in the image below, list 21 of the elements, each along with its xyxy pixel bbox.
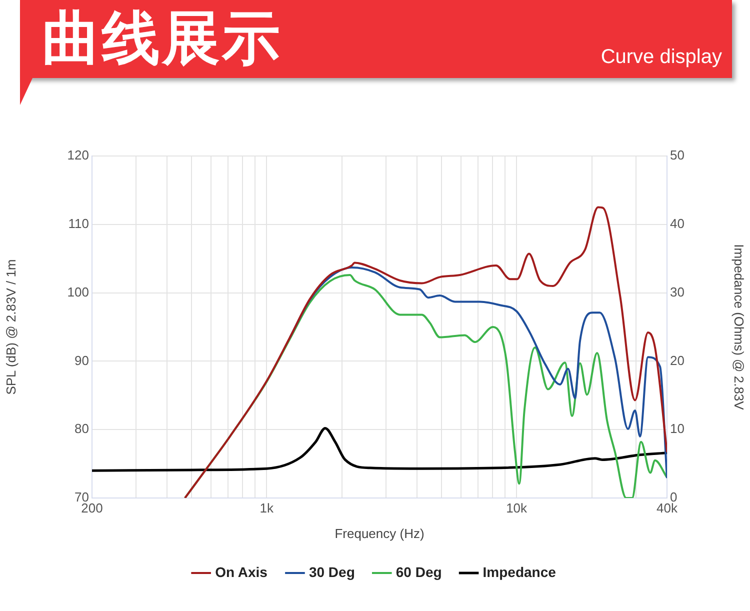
x-tick-label: 1k	[260, 500, 274, 516]
y2-tick-label: 50	[670, 148, 684, 163]
legend-label: On Axis	[215, 564, 268, 580]
y2-tick-label: 20	[670, 352, 684, 368]
legend-label: Impedance	[482, 564, 556, 580]
legend-label: 30 Deg	[308, 564, 355, 580]
chart-subtitle: Curve display	[600, 45, 722, 69]
y2-axis-title: Impedance (Ohms) @ 2.83V	[732, 244, 747, 410]
y2-tick-label: 40	[670, 216, 684, 231]
y-tick-label: 90	[74, 352, 89, 368]
x-tick-label: 10k	[506, 500, 528, 516]
y-tick-label: 120	[67, 148, 89, 163]
y-axis-title: SPL (dB) @ 2.83V / 1m	[3, 259, 18, 395]
y-tick-label: 100	[67, 284, 89, 300]
y-tick-label: 110	[68, 216, 89, 231]
legend-label: 60 Deg	[396, 564, 442, 580]
chart-title: 曲线展示	[42, 3, 282, 74]
y2-tick-label: 30	[670, 284, 684, 300]
y-tick-label: 80	[74, 421, 89, 436]
x-axis-title: Frequency (Hz)	[334, 526, 424, 541]
y2-tick-label: 10	[670, 421, 684, 436]
